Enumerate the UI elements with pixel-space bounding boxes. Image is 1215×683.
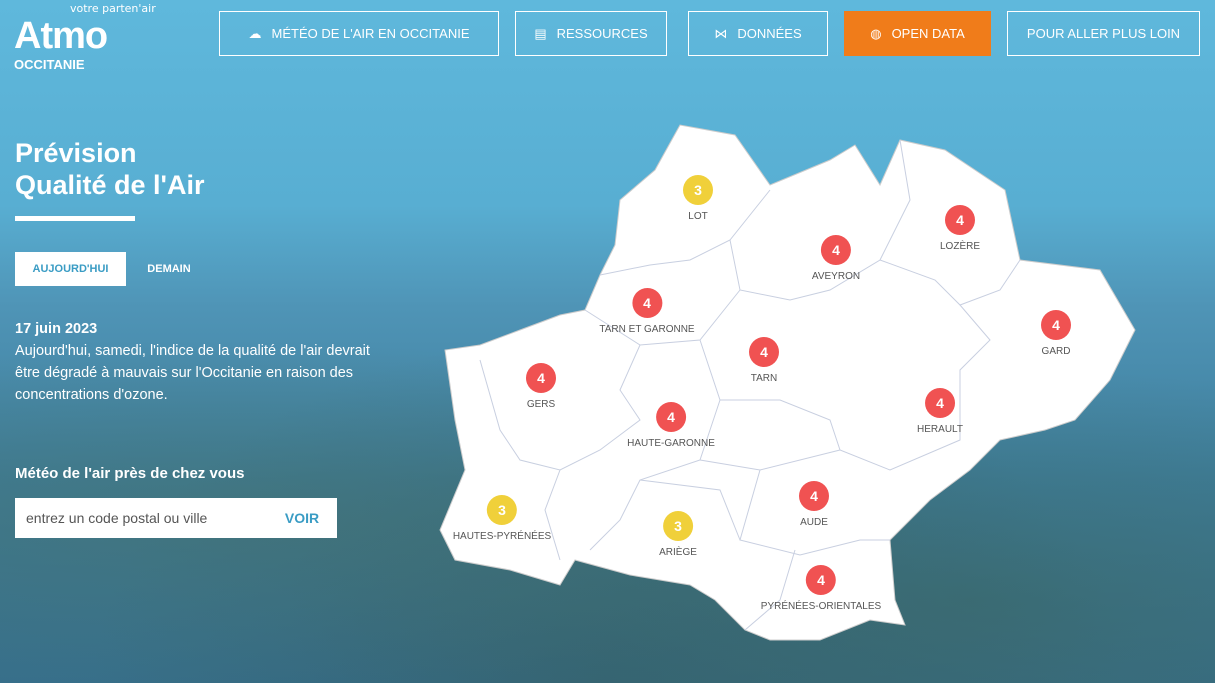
air-index-badge: 4 bbox=[631, 288, 662, 318]
department-aveyron[interactable]: 4 AVEYRON bbox=[812, 235, 860, 283]
air-index-badge: 4 bbox=[749, 337, 779, 367]
department-label: AUDE bbox=[800, 517, 828, 528]
department-gard[interactable]: 4 GARD bbox=[1041, 310, 1071, 358]
department-label: LOZÈRE bbox=[939, 241, 981, 252]
department-label: TARN ET GARONNE bbox=[599, 324, 695, 335]
forecast-description: 17 juin 2023 Aujourd'hui, samedi, l'indic… bbox=[15, 321, 370, 403]
department-borders bbox=[479, 139, 1021, 631]
department-label: GERS bbox=[526, 399, 556, 410]
near-title: Météo de l'air près de chez vous bbox=[15, 465, 245, 482]
nav-ressources[interactable]: ▤ RESSOURCES bbox=[515, 11, 667, 56]
forecast-date: 17 juin 2023 bbox=[15, 321, 98, 337]
nav-label: MÉTÉO DE L'AIR EN OCCITANIE bbox=[271, 26, 470, 41]
title-underline bbox=[15, 216, 135, 221]
search-form: VOIR bbox=[15, 498, 337, 538]
logo-name: Atmo bbox=[14, 15, 108, 57]
search-button[interactable]: VOIR bbox=[267, 510, 337, 526]
department-ariège[interactable]: 3 ARIÈGE bbox=[659, 511, 697, 559]
department-label: AVEYRON bbox=[811, 271, 861, 282]
nav-pour-aller-plus-loin[interactable]: POUR ALLER PLUS LOIN bbox=[1007, 11, 1200, 56]
air-index-badge: 3 bbox=[486, 495, 517, 525]
air-index-badge: 4 bbox=[820, 235, 851, 265]
department-gers[interactable]: 4 GERS bbox=[526, 363, 556, 411]
logo-region: OCCITANIE bbox=[14, 57, 85, 72]
department-tarn-et-garonne[interactable]: 4 TARN ET GARONNE bbox=[599, 288, 695, 336]
nav-open-data[interactable]: ◍ OPEN DATA bbox=[844, 11, 991, 56]
department-lozère[interactable]: 4 LOZÈRE bbox=[940, 205, 980, 253]
department-label: TARN bbox=[750, 373, 778, 384]
document-icon: ▤ bbox=[534, 25, 547, 41]
nav-label: RESSOURCES bbox=[556, 26, 648, 41]
department-tarn[interactable]: 4 TARN bbox=[749, 337, 779, 385]
department-label: HERAULT bbox=[917, 424, 963, 435]
department-label: PYRÉNÉES-ORIENTALES bbox=[760, 601, 882, 612]
logo-tagline: votre parten'air bbox=[70, 2, 156, 15]
department-label: ARIÈGE bbox=[659, 547, 697, 558]
logo[interactable]: votre parten'air Atmo OCCITANIE bbox=[14, 2, 184, 72]
air-index-badge: 4 bbox=[526, 363, 556, 393]
air-index-badge: 4 bbox=[944, 205, 975, 235]
cloud-icon: ☁ bbox=[248, 25, 262, 41]
air-index-badge: 4 bbox=[1041, 310, 1071, 340]
department-lot[interactable]: 3 LOT bbox=[683, 175, 713, 223]
air-index-badge: 3 bbox=[662, 511, 693, 541]
search-input[interactable] bbox=[15, 510, 267, 526]
tab-today[interactable]: AUJOURD'HUI bbox=[15, 252, 126, 286]
nav-label: OPEN DATA bbox=[891, 26, 965, 41]
department-label: HAUTE-GARONNE bbox=[627, 438, 715, 449]
page-title: Prévision Qualité de l'Air bbox=[15, 138, 205, 200]
department-pyrénées-orientales[interactable]: 4 PYRÉNÉES-ORIENTALES bbox=[761, 565, 881, 613]
air-index-badge: 4 bbox=[925, 388, 955, 418]
air-index-badge: 4 bbox=[655, 402, 686, 432]
nav-label: POUR ALLER PLUS LOIN bbox=[1026, 26, 1181, 41]
department-herault[interactable]: 4 HERAULT bbox=[917, 388, 963, 436]
department-hautes-pyrénées[interactable]: 3 HAUTES-PYRÉNÉES bbox=[453, 495, 551, 543]
nav-label: DONNÉES bbox=[737, 26, 802, 41]
department-haute-garonne[interactable]: 4 HAUTE-GARONNE bbox=[627, 402, 715, 450]
tab-tomorrow[interactable]: DEMAIN bbox=[147, 263, 191, 275]
air-index-badge: 4 bbox=[799, 481, 829, 511]
network-icon: ⋈ bbox=[714, 25, 728, 41]
department-label: GARD bbox=[1041, 346, 1071, 357]
region-outline bbox=[439, 124, 1136, 641]
nav-donnees[interactable]: ⋈ DONNÉES bbox=[688, 11, 828, 56]
department-label: HAUTES-PYRÉNÉES bbox=[452, 531, 552, 542]
department-aude[interactable]: 4 AUDE bbox=[799, 481, 829, 529]
air-index-badge: 4 bbox=[806, 565, 836, 595]
air-index-badge: 3 bbox=[683, 175, 713, 205]
department-label: LOT bbox=[688, 211, 708, 222]
globe-icon: ◍ bbox=[870, 25, 882, 41]
nav-meteo-air[interactable]: ☁ MÉTÉO DE L'AIR EN OCCITANIE bbox=[219, 11, 499, 56]
